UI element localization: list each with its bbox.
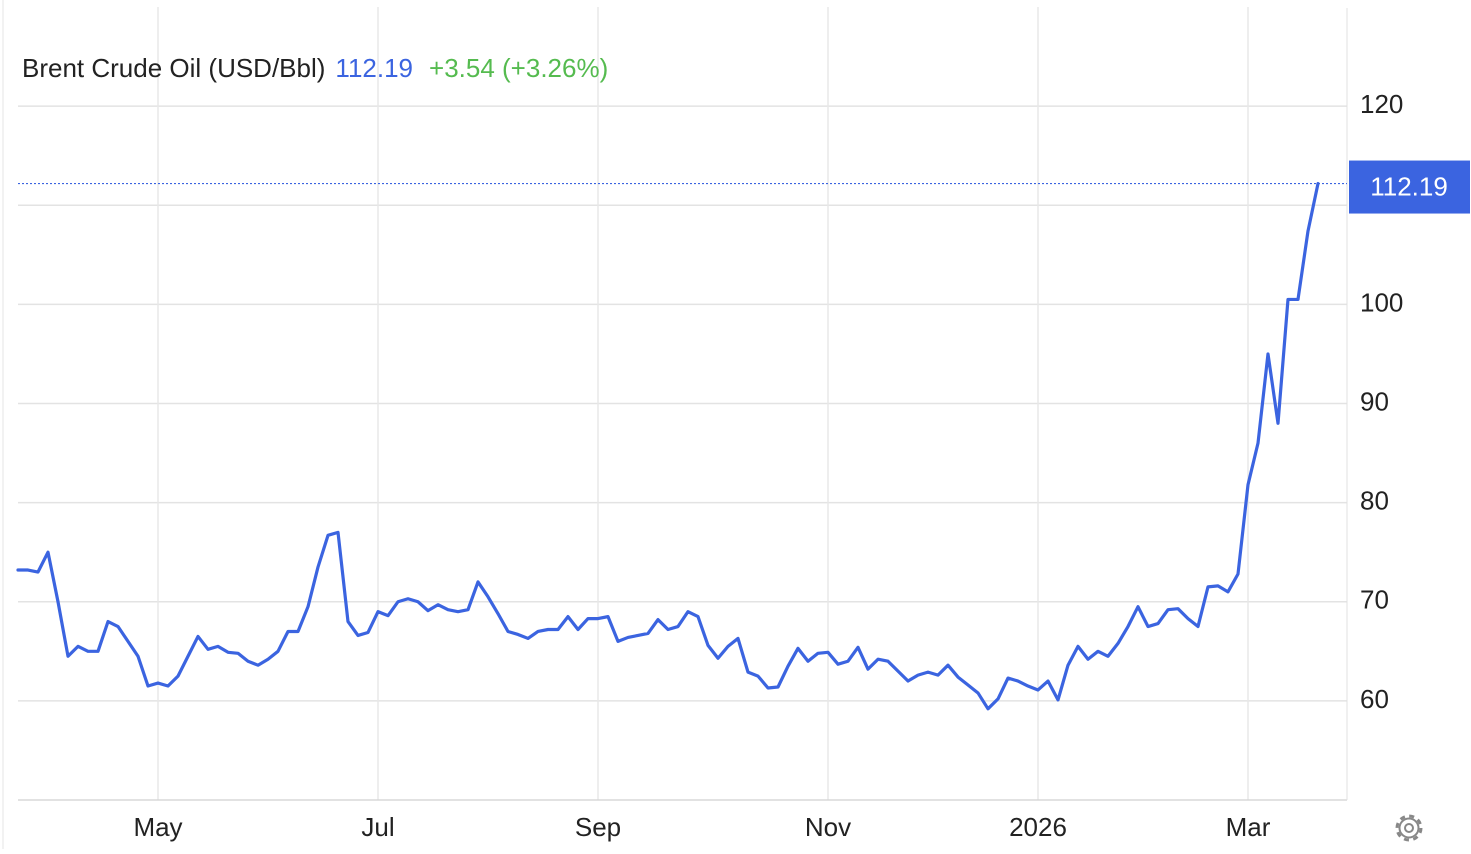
y-tick-label: 120 xyxy=(1360,89,1403,119)
y-tick-label: 80 xyxy=(1360,486,1389,516)
x-tick-label: Nov xyxy=(805,812,851,842)
x-axis: May Jul Sep Nov 2026 Mar xyxy=(133,812,1270,842)
last-price: 112.19 xyxy=(335,53,413,83)
y-tick-label: 90 xyxy=(1360,386,1389,416)
x-tick-label: 2026 xyxy=(1009,812,1067,842)
price-line xyxy=(16,181,1320,711)
y-tick-label: 70 xyxy=(1360,585,1389,615)
x-tick-label: Sep xyxy=(575,812,621,842)
x-tick-label: May xyxy=(133,812,182,842)
x-tick-label: Mar xyxy=(1226,812,1271,842)
price-change: +3.54 (+3.26%) xyxy=(429,53,608,83)
chart-header: Brent Crude Oil (USD/Bbl) 112.19 +3.54 (+3… xyxy=(22,53,608,83)
grid xyxy=(18,7,1347,800)
last-value-box xyxy=(1349,160,1470,214)
x-tick-label: Jul xyxy=(361,812,394,842)
settings-icon[interactable] xyxy=(1395,814,1423,842)
y-tick-label: 100 xyxy=(1360,287,1403,317)
last-value-label: 112.19 xyxy=(1370,171,1448,201)
y-tick-label: 60 xyxy=(1360,684,1389,714)
chart-title: Brent Crude Oil (USD/Bbl) xyxy=(22,53,325,83)
plot: 112.19 xyxy=(16,160,1470,711)
